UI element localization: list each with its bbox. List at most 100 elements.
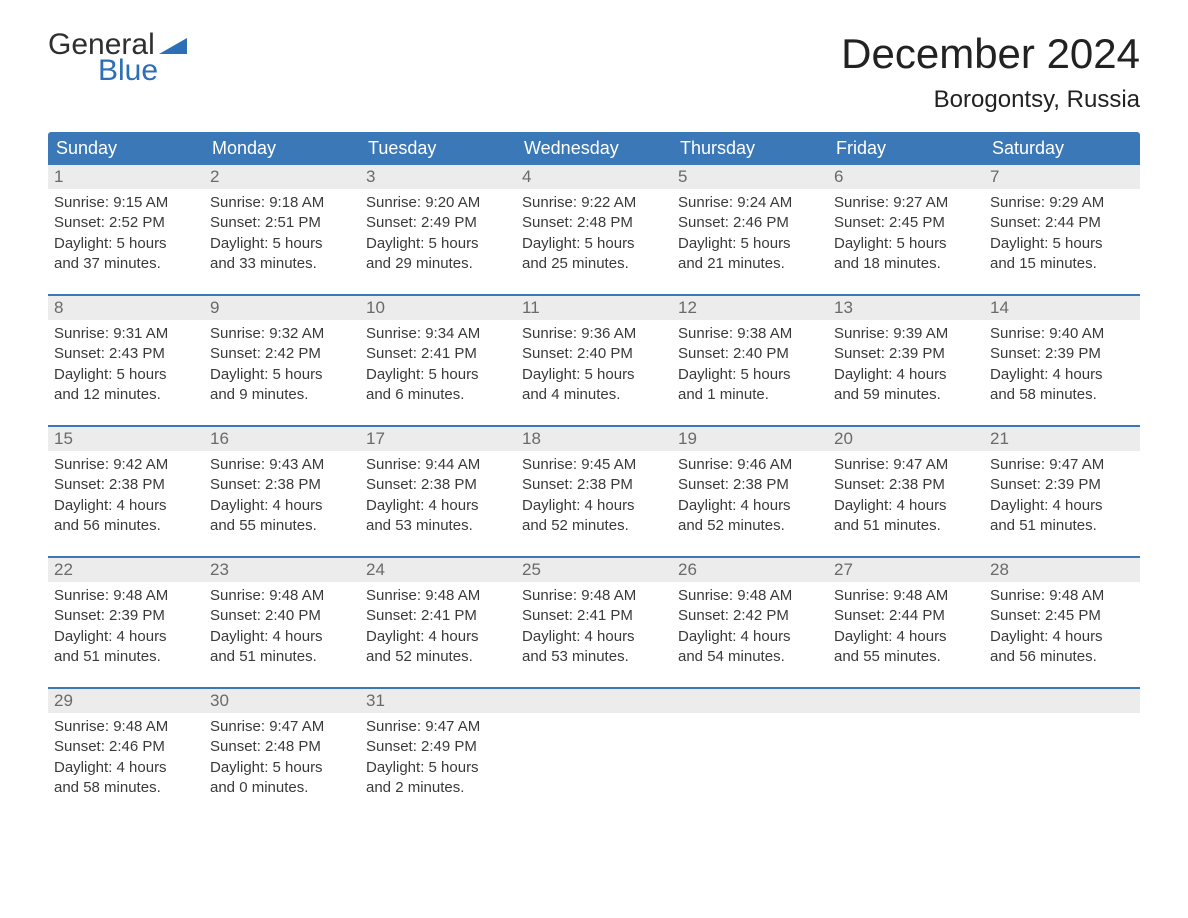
calendar-day: 17Sunrise: 9:44 AMSunset: 2:38 PMDayligh… [360,427,516,542]
daylight-line: and 56 minutes. [990,647,1134,667]
calendar-day: 1Sunrise: 9:15 AMSunset: 2:52 PMDaylight… [48,165,204,280]
day-details: Sunrise: 9:48 AMSunset: 2:40 PMDaylight:… [204,582,360,667]
calendar-week: 1Sunrise: 9:15 AMSunset: 2:52 PMDaylight… [48,165,1140,280]
day-number: 31 [360,689,516,713]
day-number: 3 [360,165,516,189]
day-details: Sunrise: 9:48 AMSunset: 2:39 PMDaylight:… [48,582,204,667]
day-details: Sunrise: 9:31 AMSunset: 2:43 PMDaylight:… [48,320,204,405]
sunrise-line: Sunrise: 9:27 AM [834,193,978,213]
sunrise-line: Sunrise: 9:48 AM [834,586,978,606]
sunrise-line: Sunrise: 9:47 AM [366,717,510,737]
day-number [984,689,1140,713]
day-number: 16 [204,427,360,451]
weekday-header: Friday [828,132,984,165]
daylight-line: Daylight: 5 hours [522,234,666,254]
day-details: Sunrise: 9:48 AMSunset: 2:41 PMDaylight:… [516,582,672,667]
sunrise-line: Sunrise: 9:45 AM [522,455,666,475]
month-title: December 2024 [841,30,1140,78]
daylight-line: Daylight: 4 hours [210,627,354,647]
sunset-line: Sunset: 2:39 PM [54,606,198,626]
day-details: Sunrise: 9:44 AMSunset: 2:38 PMDaylight:… [360,451,516,536]
daylight-line: and 21 minutes. [678,254,822,274]
daylight-line: Daylight: 5 hours [54,365,198,385]
calendar-day: 25Sunrise: 9:48 AMSunset: 2:41 PMDayligh… [516,558,672,673]
sunrise-line: Sunrise: 9:48 AM [522,586,666,606]
day-number: 28 [984,558,1140,582]
day-details: Sunrise: 9:48 AMSunset: 2:45 PMDaylight:… [984,582,1140,667]
calendar-day: 4Sunrise: 9:22 AMSunset: 2:48 PMDaylight… [516,165,672,280]
calendar-day: 30Sunrise: 9:47 AMSunset: 2:48 PMDayligh… [204,689,360,804]
sunset-line: Sunset: 2:46 PM [54,737,198,757]
triangle-icon [159,30,187,60]
day-details: Sunrise: 9:24 AMSunset: 2:46 PMDaylight:… [672,189,828,274]
sunrise-line: Sunrise: 9:22 AM [522,193,666,213]
day-number [828,689,984,713]
day-number: 26 [672,558,828,582]
calendar-day: 14Sunrise: 9:40 AMSunset: 2:39 PMDayligh… [984,296,1140,411]
sunrise-line: Sunrise: 9:48 AM [678,586,822,606]
day-details: Sunrise: 9:48 AMSunset: 2:42 PMDaylight:… [672,582,828,667]
sunrise-line: Sunrise: 9:18 AM [210,193,354,213]
calendar-day: 8Sunrise: 9:31 AMSunset: 2:43 PMDaylight… [48,296,204,411]
daylight-line: and 52 minutes. [522,516,666,536]
sunrise-line: Sunrise: 9:34 AM [366,324,510,344]
sunset-line: Sunset: 2:39 PM [990,344,1134,364]
sunset-line: Sunset: 2:38 PM [54,475,198,495]
sunset-line: Sunset: 2:45 PM [990,606,1134,626]
weekday-header: Wednesday [516,132,672,165]
day-details: Sunrise: 9:34 AMSunset: 2:41 PMDaylight:… [360,320,516,405]
day-details: Sunrise: 9:47 AMSunset: 2:38 PMDaylight:… [828,451,984,536]
daylight-line: and 53 minutes. [366,516,510,536]
day-number [516,689,672,713]
daylight-line: and 25 minutes. [522,254,666,274]
daylight-line: Daylight: 4 hours [54,496,198,516]
day-number: 27 [828,558,984,582]
weekday-header-row: SundayMondayTuesdayWednesdayThursdayFrid… [48,132,1140,165]
daylight-line: Daylight: 4 hours [678,627,822,647]
calendar-day: 26Sunrise: 9:48 AMSunset: 2:42 PMDayligh… [672,558,828,673]
sunset-line: Sunset: 2:48 PM [522,213,666,233]
calendar-day: 3Sunrise: 9:20 AMSunset: 2:49 PMDaylight… [360,165,516,280]
logo: General Blue [48,30,187,86]
sunrise-line: Sunrise: 9:47 AM [210,717,354,737]
sunrise-line: Sunrise: 9:32 AM [210,324,354,344]
calendar-day: 10Sunrise: 9:34 AMSunset: 2:41 PMDayligh… [360,296,516,411]
daylight-line: Daylight: 4 hours [990,365,1134,385]
daylight-line: and 2 minutes. [366,778,510,798]
daylight-line: Daylight: 5 hours [210,234,354,254]
sunset-line: Sunset: 2:41 PM [522,606,666,626]
daylight-line: Daylight: 4 hours [366,627,510,647]
day-details: Sunrise: 9:47 AMSunset: 2:48 PMDaylight:… [204,713,360,798]
sunset-line: Sunset: 2:44 PM [834,606,978,626]
sunset-line: Sunset: 2:40 PM [210,606,354,626]
sunrise-line: Sunrise: 9:15 AM [54,193,198,213]
daylight-line: Daylight: 5 hours [834,234,978,254]
day-number: 1 [48,165,204,189]
daylight-line: and 1 minute. [678,385,822,405]
calendar-day: 24Sunrise: 9:48 AMSunset: 2:41 PMDayligh… [360,558,516,673]
sunrise-line: Sunrise: 9:38 AM [678,324,822,344]
day-details: Sunrise: 9:47 AMSunset: 2:39 PMDaylight:… [984,451,1140,536]
calendar-day [828,689,984,804]
daylight-line: Daylight: 4 hours [522,496,666,516]
day-details: Sunrise: 9:47 AMSunset: 2:49 PMDaylight:… [360,713,516,798]
daylight-line: and 29 minutes. [366,254,510,274]
day-details: Sunrise: 9:48 AMSunset: 2:46 PMDaylight:… [48,713,204,798]
daylight-line: and 0 minutes. [210,778,354,798]
sunrise-line: Sunrise: 9:44 AM [366,455,510,475]
day-number: 29 [48,689,204,713]
day-number: 18 [516,427,672,451]
calendar-day: 13Sunrise: 9:39 AMSunset: 2:39 PMDayligh… [828,296,984,411]
daylight-line: and 58 minutes. [54,778,198,798]
sunrise-line: Sunrise: 9:42 AM [54,455,198,475]
sunset-line: Sunset: 2:38 PM [522,475,666,495]
day-number: 6 [828,165,984,189]
calendar-day: 2Sunrise: 9:18 AMSunset: 2:51 PMDaylight… [204,165,360,280]
day-details: Sunrise: 9:29 AMSunset: 2:44 PMDaylight:… [984,189,1140,274]
calendar-day [984,689,1140,804]
calendar-day: 6Sunrise: 9:27 AMSunset: 2:45 PMDaylight… [828,165,984,280]
calendar-week: 22Sunrise: 9:48 AMSunset: 2:39 PMDayligh… [48,556,1140,673]
daylight-line: and 58 minutes. [990,385,1134,405]
sunrise-line: Sunrise: 9:48 AM [366,586,510,606]
calendar-day: 15Sunrise: 9:42 AMSunset: 2:38 PMDayligh… [48,427,204,542]
